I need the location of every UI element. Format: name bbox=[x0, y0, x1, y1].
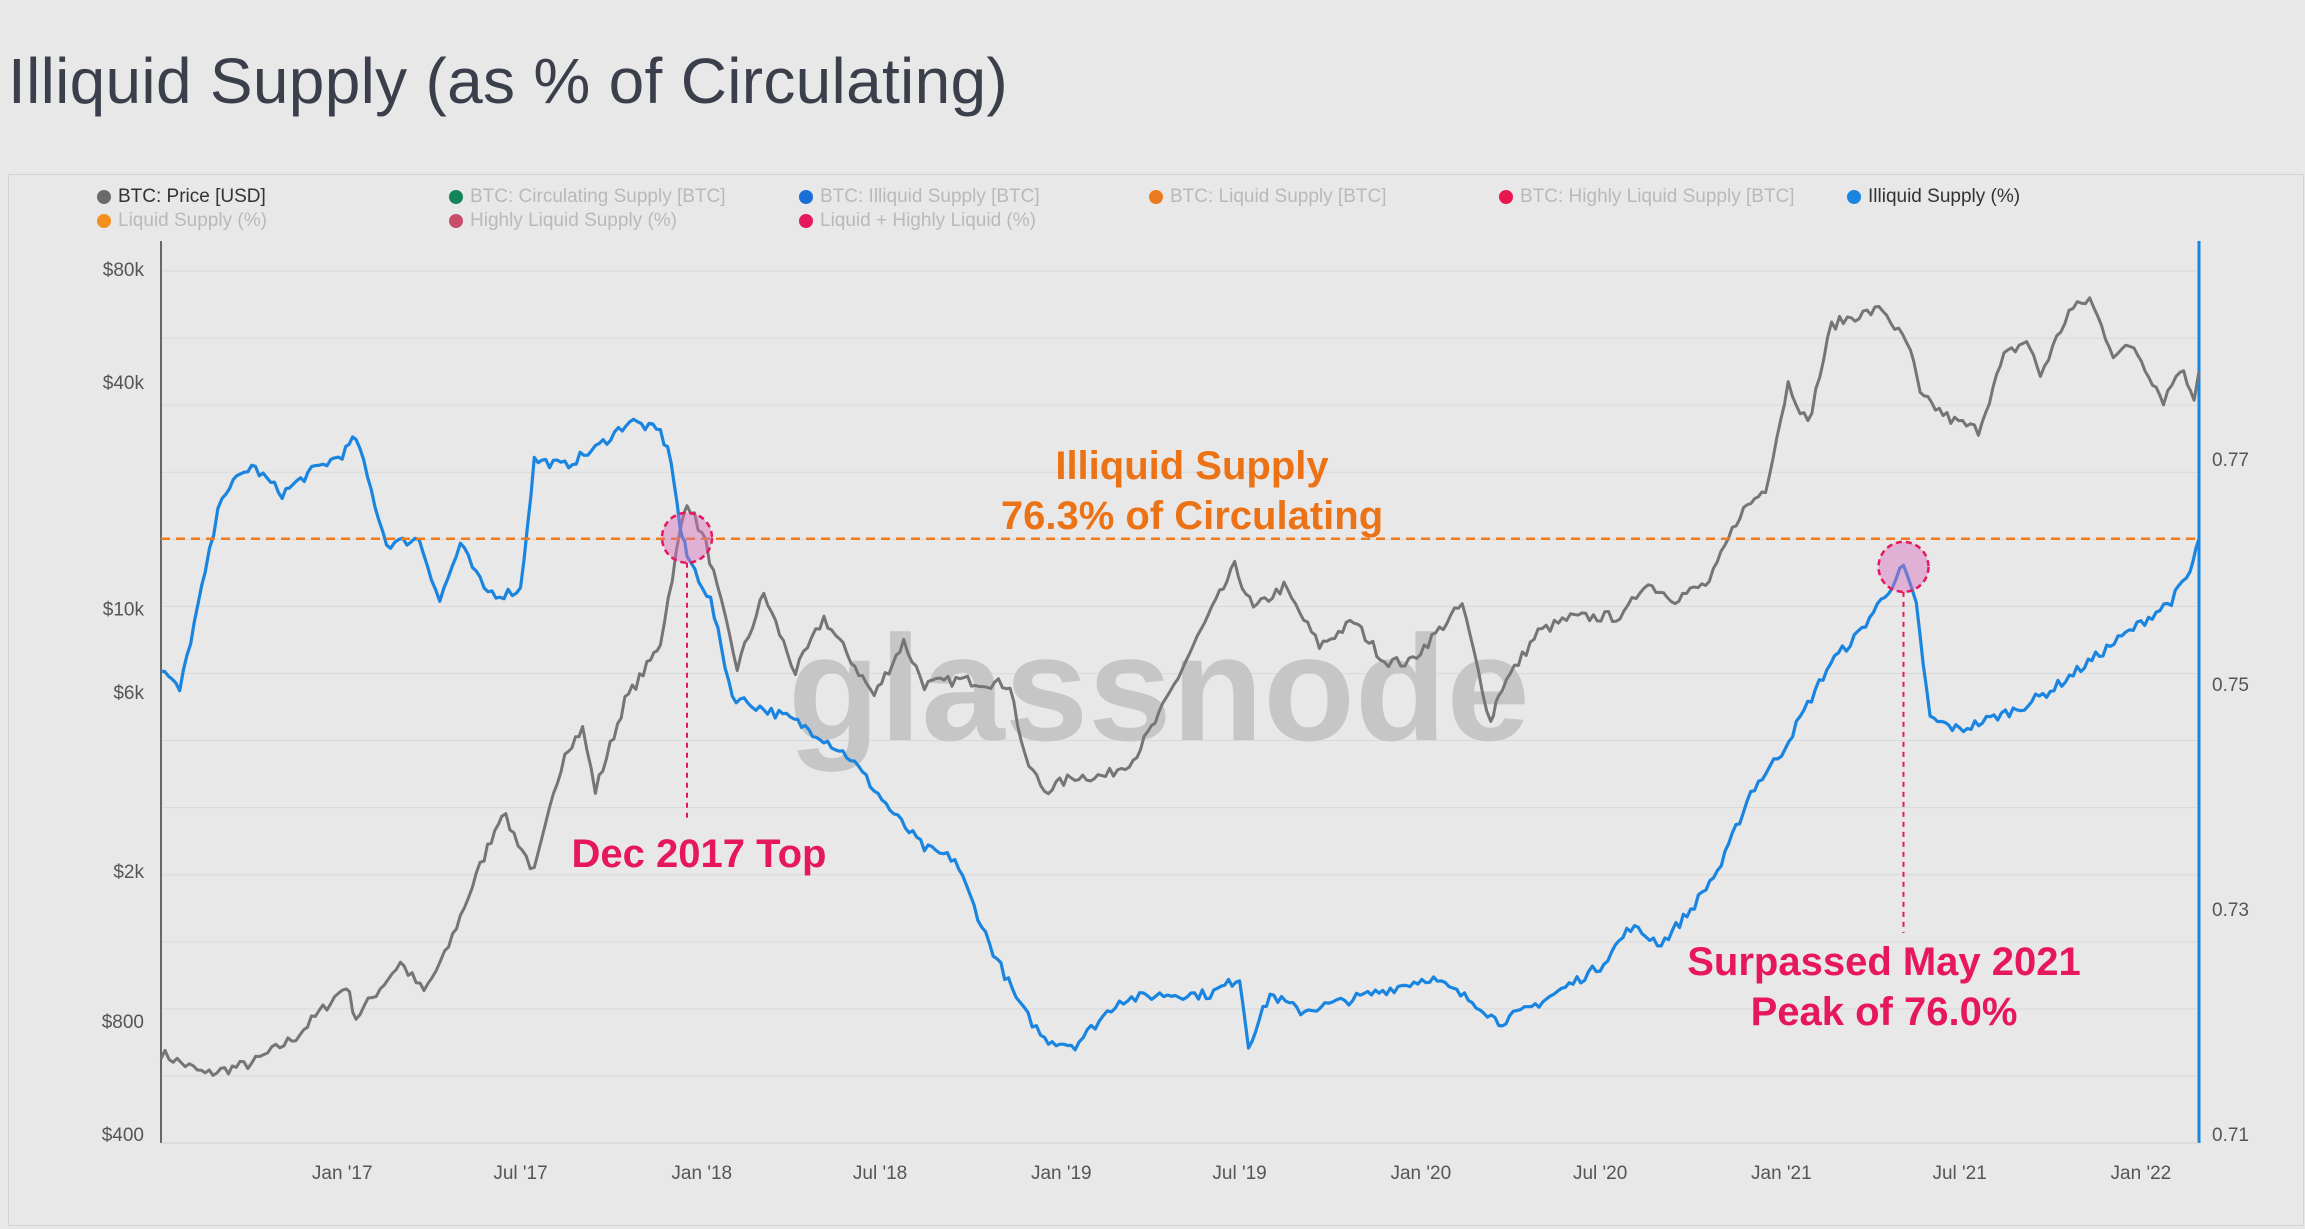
legend-item[interactable]: BTC: Highly Liquid Supply [BTC] bbox=[1499, 186, 1795, 208]
legend-item[interactable]: Illiquid Supply (%) bbox=[1847, 186, 2020, 208]
legend-label: Illiquid Supply (%) bbox=[1868, 186, 2021, 207]
y-left-tick-label: $6k bbox=[113, 683, 144, 704]
legend-dot bbox=[97, 190, 111, 204]
watermark-text: glassnode bbox=[788, 604, 1530, 772]
may-2021-annotation-line1: Surpassed May 2021 bbox=[1687, 940, 2081, 984]
x-tick-label: Jan '20 bbox=[1390, 1163, 1451, 1184]
legend-item[interactable]: BTC: Liquid Supply [BTC] bbox=[1149, 186, 1386, 208]
legend-item[interactable]: Liquid Supply (%) bbox=[97, 210, 267, 232]
threshold-annotation-line1: Illiquid Supply bbox=[1055, 444, 1329, 488]
y-right-tick-label: 0.73 bbox=[2212, 900, 2249, 921]
legend-dot bbox=[1149, 190, 1163, 204]
legend-label: BTC: Liquid Supply [BTC] bbox=[1170, 186, 1387, 207]
legend: BTC: Price [USD] BTC: Circulating Supply … bbox=[9, 175, 2305, 245]
x-tick-label: Jan '19 bbox=[1031, 1163, 1092, 1184]
legend-dot bbox=[799, 190, 813, 204]
y-left-tick-label: $80k bbox=[103, 260, 145, 281]
dec-2017-top-marker bbox=[660, 511, 714, 564]
x-tick-label: Jan '21 bbox=[1751, 1163, 1812, 1184]
y-right-tick-label: 0.75 bbox=[2212, 675, 2249, 696]
y-right-tick-label: 0.77 bbox=[2212, 450, 2249, 471]
legend-label: Liquid Supply (%) bbox=[118, 210, 267, 231]
y-left-tick-label: $400 bbox=[102, 1125, 144, 1146]
dec-2017-annotation: Dec 2017 Top bbox=[572, 832, 827, 876]
legend-dot bbox=[1847, 190, 1861, 204]
legend-item[interactable]: BTC: Circulating Supply [BTC] bbox=[449, 186, 726, 208]
chart-panel: BTC: Price [USD] BTC: Circulating Supply … bbox=[8, 174, 2304, 1226]
legend-dot bbox=[799, 214, 813, 228]
legend-item[interactable]: BTC: Illiquid Supply [BTC] bbox=[799, 186, 1040, 208]
legend-label: BTC: Highly Liquid Supply [BTC] bbox=[1520, 186, 1795, 207]
may-2021-annotation-line2: Peak of 76.0% bbox=[1751, 990, 2018, 1034]
legend-label: Liquid + Highly Liquid (%) bbox=[820, 210, 1036, 231]
x-tick-label: Jul '17 bbox=[493, 1163, 547, 1184]
legend-label: BTC: Circulating Supply [BTC] bbox=[470, 186, 726, 207]
y-right-tick-label: 0.71 bbox=[2212, 1125, 2249, 1146]
y-left-tick-label: $40k bbox=[103, 373, 145, 394]
y-left-tick-label: $10k bbox=[103, 599, 145, 620]
y-left-tick-label: $800 bbox=[102, 1012, 144, 1033]
legend-item[interactable]: Highly Liquid Supply (%) bbox=[449, 210, 677, 232]
may-2021-peak-marker bbox=[1877, 540, 1930, 594]
legend-label: BTC: Price [USD] bbox=[118, 186, 266, 207]
illiquid-supply-series-line bbox=[160, 417, 2201, 1052]
legend-dot bbox=[97, 214, 111, 228]
x-tick-label: Jul '19 bbox=[1212, 1163, 1266, 1184]
chart-svg: glassnode $80k $40k $10k $6k $2k $800 $400 0.77 0… bbox=[102, 241, 2249, 1184]
threshold-annotation-line2: 76.3% of Circulating bbox=[1001, 494, 1383, 538]
legend-item[interactable]: BTC: Price [USD] bbox=[97, 186, 266, 208]
page-title: Illiquid Supply (as % of Circulating) bbox=[8, 45, 1008, 117]
legend-item[interactable]: Liquid + Highly Liquid (%) bbox=[799, 210, 1036, 232]
legend-dot bbox=[449, 190, 463, 204]
x-tick-label: Jan '17 bbox=[312, 1163, 373, 1184]
legend-label: Highly Liquid Supply (%) bbox=[470, 210, 677, 231]
x-tick-label: Jan '22 bbox=[2111, 1163, 2172, 1184]
x-tick-label: Jan '18 bbox=[671, 1163, 732, 1184]
legend-dot bbox=[1499, 190, 1513, 204]
legend-label: BTC: Illiquid Supply [BTC] bbox=[820, 186, 1040, 207]
y-left-tick-label: $2k bbox=[113, 862, 144, 883]
price-series-line bbox=[159, 296, 2201, 1077]
legend-dot bbox=[449, 214, 463, 228]
x-tick-label: Jul '20 bbox=[1573, 1163, 1627, 1184]
x-tick-label: Jul '21 bbox=[1932, 1163, 1986, 1184]
x-tick-label: Jul '18 bbox=[853, 1163, 907, 1184]
